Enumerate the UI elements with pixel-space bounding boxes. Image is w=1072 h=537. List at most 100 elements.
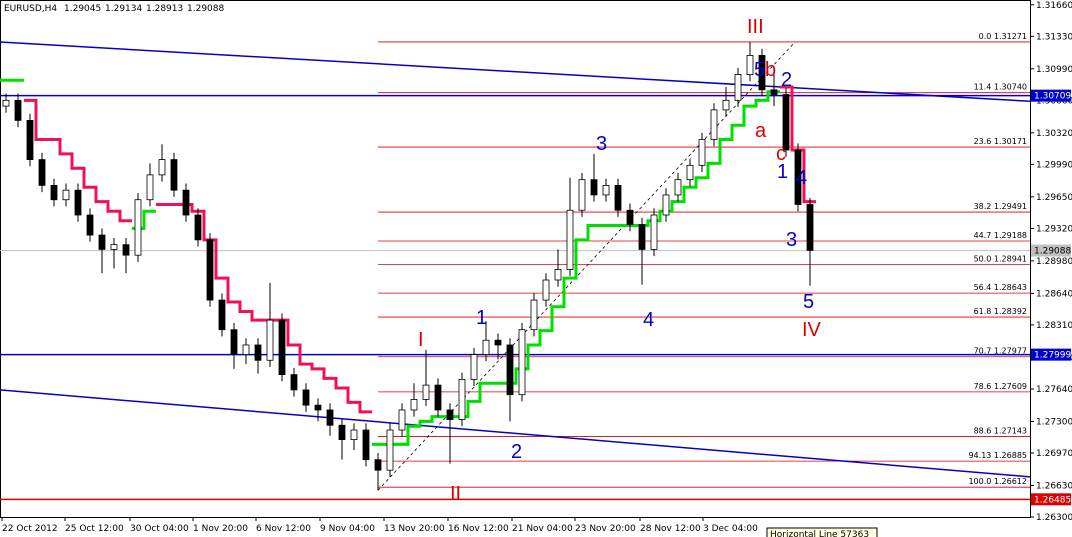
- candle-body: [134, 199, 142, 256]
- candle: [770, 69, 778, 107]
- candle: [122, 237, 130, 274]
- candle-body: [650, 214, 658, 250]
- candle-body: [110, 244, 118, 250]
- y-tick-label: 1.26630: [1036, 481, 1072, 491]
- candle: [50, 178, 58, 207]
- header: EURUSD,H4 1.29045 1.29134 1.28913 1.2908…: [4, 4, 224, 14]
- candle-body: [530, 299, 538, 331]
- x-tick-label: 23 Nov 20:00: [575, 524, 636, 534]
- candle-body: [662, 194, 670, 216]
- tooltip: Horizontal Line 57363: [770, 530, 869, 537]
- symbol: EURUSD,H4: [4, 4, 57, 14]
- y-tick-label: 1.30320: [1036, 129, 1072, 139]
- x-tick-label: 25 Oct 12:00: [65, 524, 124, 534]
- candle-body: [122, 244, 130, 256]
- candle-body: [146, 174, 154, 201]
- tooltip-box: [766, 527, 878, 537]
- candle-body: [554, 269, 562, 281]
- candle: [698, 132, 706, 173]
- candle-body: [590, 179, 598, 196]
- candle: [518, 323, 526, 402]
- candle-body: [290, 374, 298, 391]
- candle-body: [338, 424, 346, 440]
- wave-label: c: [776, 143, 786, 165]
- candle-body: [578, 179, 586, 211]
- candle-body: [422, 384, 430, 400]
- x-tick-label: 28 Nov 12:00: [640, 524, 701, 534]
- y-tick-label: 1.31330: [1036, 32, 1072, 42]
- candle-body: [98, 234, 106, 250]
- candle-body: [602, 184, 610, 196]
- candle: [458, 372, 466, 427]
- candle: [734, 67, 742, 108]
- candle: [290, 367, 298, 397]
- fib-label: 78.6 1.27609: [974, 382, 1027, 391]
- candle: [182, 183, 190, 222]
- candle-body: [494, 339, 502, 346]
- candle: [74, 183, 82, 222]
- candle: [422, 349, 430, 407]
- wave-label: I: [418, 329, 424, 351]
- fib-label: 50.0 1.28941: [974, 255, 1027, 264]
- wave-label: 1: [777, 161, 788, 183]
- fib-label: 0.0 1.31271: [979, 32, 1027, 41]
- y-tick-label: 1.26970: [1036, 449, 1072, 459]
- candle: [530, 293, 538, 337]
- candle-body: [806, 204, 814, 251]
- x-tick-label: 13 Nov 20:00: [384, 524, 445, 534]
- candle-body: [266, 319, 274, 361]
- candle-body: [398, 409, 406, 431]
- candle: [2, 93, 10, 113]
- candle: [794, 143, 802, 212]
- fib-label: 94.13 1.26885: [968, 451, 1027, 460]
- candle-body: [50, 184, 58, 201]
- y-tick-label: 1.29650: [1036, 193, 1072, 203]
- candle: [98, 228, 106, 274]
- candle: [674, 172, 682, 202]
- candle-body: [674, 179, 682, 196]
- candle-body: [182, 189, 190, 216]
- candle-body: [326, 409, 334, 426]
- open-value: 1.29045: [64, 4, 101, 14]
- candle: [266, 282, 274, 367]
- wave-label: 3: [596, 133, 607, 155]
- price-label-box: [1031, 493, 1071, 506]
- wave-label: IV: [802, 319, 822, 341]
- x-tick-label: 1 Nov 20:00: [193, 524, 248, 534]
- candle: [434, 378, 442, 417]
- candle: [350, 423, 358, 451]
- candle: [482, 321, 490, 362]
- candle-body: [302, 389, 310, 406]
- price-label-box: [1031, 244, 1071, 257]
- candle-body: [194, 214, 202, 241]
- x-tick-label: 3 Dec 04:00: [703, 524, 758, 534]
- wave-label: 5: [754, 59, 765, 81]
- candle-body: [170, 159, 178, 191]
- candle: [554, 249, 562, 287]
- candle-body: [314, 404, 322, 411]
- candle: [626, 203, 634, 232]
- price-label: 1.29088: [1034, 247, 1071, 257]
- candle-body: [626, 209, 634, 225]
- candle: [38, 152, 46, 193]
- candle: [566, 177, 574, 277]
- fib-label: 44.7 1.29188: [974, 231, 1027, 240]
- x-tick-label: 22 Oct 2012: [2, 524, 58, 534]
- trendline: [0, 41, 1031, 103]
- candle: [218, 293, 226, 337]
- wave-label: 4: [643, 309, 654, 331]
- candle-body: [26, 120, 34, 160]
- wave-label: 1: [476, 307, 487, 329]
- candle-body: [374, 459, 382, 471]
- y-tick-label: 1.28980: [1036, 257, 1072, 267]
- candle: [170, 152, 178, 197]
- candle-body: [542, 279, 550, 301]
- candle-body: [14, 99, 22, 121]
- candle: [146, 163, 154, 207]
- candle-body: [386, 429, 394, 471]
- price-label-box: [1031, 348, 1071, 361]
- fib-label: 70.7 1.27977: [974, 347, 1027, 356]
- candle: [206, 233, 214, 307]
